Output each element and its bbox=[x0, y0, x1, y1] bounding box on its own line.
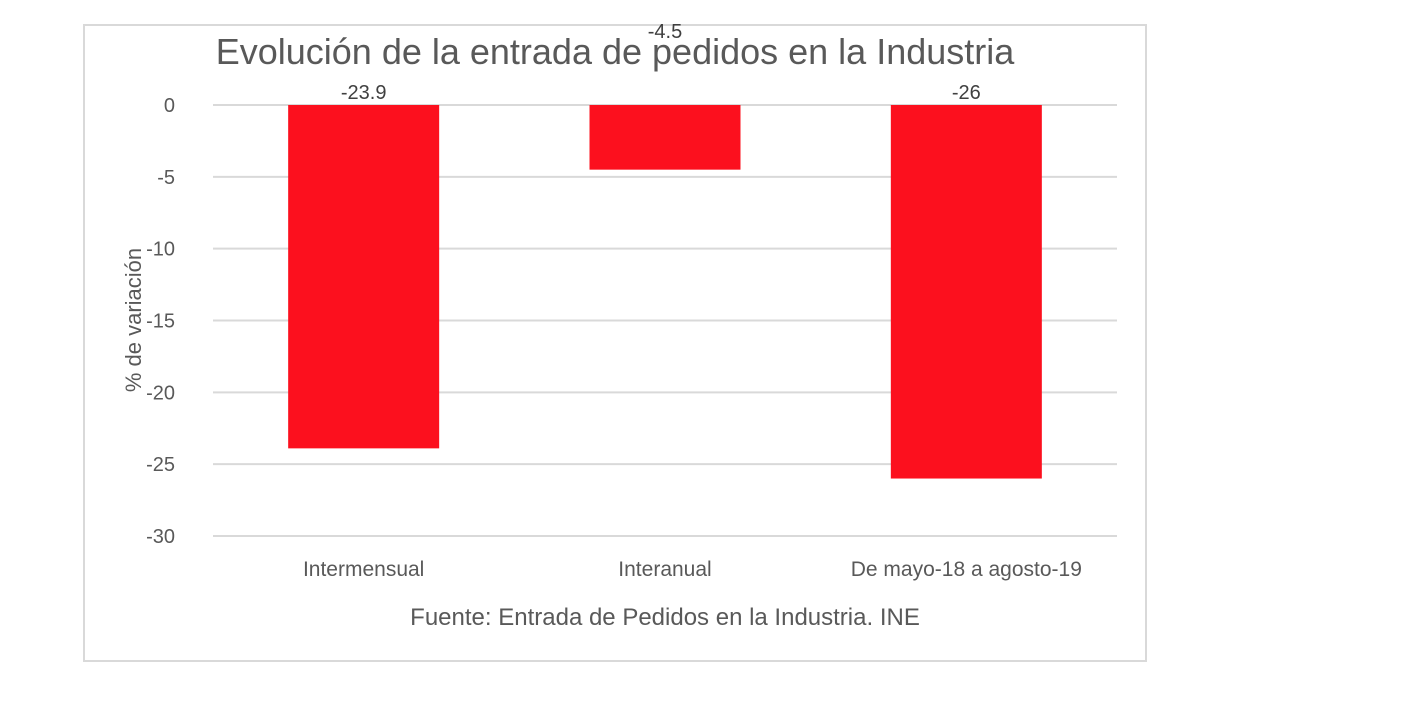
x-axis-title: Fuente: Entrada de Pedidos en la Industr… bbox=[410, 604, 920, 631]
bar bbox=[288, 105, 440, 449]
x-axis-categories: Intermensual Interanual De mayo-18 a agost… bbox=[303, 558, 1082, 581]
chart-title: Evolución de la entrada de pedidos en la… bbox=[216, 31, 1016, 72]
y-axis-title: % de variación bbox=[121, 248, 146, 392]
y-tick-label: 0 bbox=[164, 95, 175, 117]
y-tick-label: -25 bbox=[146, 454, 175, 476]
data-label: -26 bbox=[952, 82, 981, 104]
x-category-label: Interanual bbox=[618, 558, 711, 581]
data-labels: -23.9 -4.5 -26 bbox=[341, 21, 981, 104]
y-tick-label: -20 bbox=[146, 382, 175, 404]
y-tick-label: -5 bbox=[157, 167, 175, 189]
y-tick-label: -15 bbox=[146, 311, 175, 333]
y-axis-ticks: 0 -5 -10 -15 -20 -25 -30 bbox=[146, 95, 175, 548]
y-tick-label: -30 bbox=[146, 526, 175, 548]
bar bbox=[890, 105, 1042, 479]
x-category-label: Intermensual bbox=[303, 558, 424, 581]
y-tick-label: -10 bbox=[146, 239, 175, 261]
bar bbox=[589, 105, 741, 170]
x-category-label: De mayo-18 a agosto-19 bbox=[851, 558, 1082, 581]
bars bbox=[288, 105, 1042, 479]
data-label: -23.9 bbox=[341, 82, 387, 104]
data-label: -4.5 bbox=[648, 21, 682, 43]
